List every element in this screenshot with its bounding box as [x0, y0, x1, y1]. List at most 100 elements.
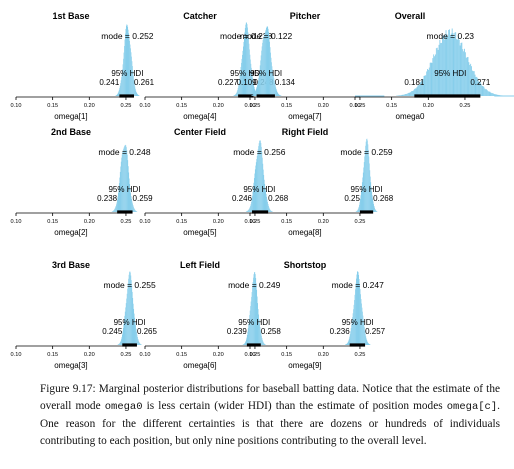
histogram-bar: [490, 92, 492, 96]
histogram-bar: [133, 206, 134, 212]
histogram-bar: [252, 191, 254, 212]
histogram-bar: [134, 321, 136, 345]
histogram-bar: [348, 340, 350, 345]
histogram-bar: [264, 183, 266, 212]
histogram-bar: [115, 95, 117, 96]
histogram-bar: [127, 26, 129, 96]
histogram-bar: [135, 88, 136, 96]
histogram-bar: [270, 57, 272, 96]
panel-title: Center Field: [174, 127, 226, 137]
histogram-bar: [405, 93, 407, 96]
histogram-bar: [235, 94, 236, 96]
histogram-bar: [406, 93, 408, 96]
histogram-bar: [368, 343, 370, 345]
histogram-bar: [464, 52, 466, 96]
histogram-bar: [254, 173, 256, 212]
histogram-bar: [366, 340, 368, 345]
hdi-low-label: 0.181: [404, 78, 425, 87]
hdi-low-label: 0.109: [237, 78, 258, 87]
histogram-bar: [372, 201, 374, 212]
histogram-bar: [258, 314, 259, 345]
histogram-bar: [360, 294, 361, 345]
histogram-bar: [360, 191, 362, 212]
histogram-bar: [423, 75, 425, 96]
histogram-bar: [368, 156, 370, 212]
histogram-bar: [239, 78, 240, 96]
histogram-bar: [448, 29, 450, 96]
histogram-bar: [135, 90, 137, 96]
histogram-bar: [346, 343, 348, 345]
histogram-bar: [261, 337, 263, 345]
histogram-bar: [371, 191, 373, 212]
histogram-bar: [250, 306, 251, 345]
histogram-bar: [233, 95, 235, 96]
histogram-bar: [366, 138, 368, 212]
histogram-bar: [353, 309, 354, 345]
histogram-bar: [268, 207, 270, 212]
histogram-bar: [346, 344, 347, 345]
histogram-bar: [243, 37, 245, 96]
histogram-bar: [117, 92, 119, 96]
histogram-bar: [271, 66, 273, 96]
histogram-bar: [408, 92, 410, 96]
histogram-bar: [273, 78, 275, 96]
histogram-bar: [398, 95, 399, 96]
histogram-bar: [253, 187, 254, 212]
histogram-bar: [131, 285, 133, 345]
histogram-bar: [368, 149, 369, 212]
histogram-bar: [133, 308, 135, 345]
histogram-bar: [347, 342, 349, 345]
histogram-bar: [245, 339, 247, 345]
histogram-bar: [366, 341, 368, 345]
histogram-bar: [131, 199, 132, 212]
histogram-bar: [257, 83, 259, 96]
histogram-bar: [248, 209, 250, 212]
histogram-bar: [462, 49, 464, 96]
histogram-bar: [136, 93, 138, 96]
histogram-bar: [258, 146, 259, 212]
histogram-bar: [253, 93, 255, 96]
histogram-bar: [357, 209, 359, 212]
histogram-bar: [119, 177, 121, 212]
histogram-bar: [241, 62, 242, 96]
histogram-bar: [264, 343, 265, 345]
histogram-bar: [136, 93, 138, 96]
mode-label: mode = 0.248: [98, 147, 150, 157]
histogram-bar: [267, 204, 269, 212]
histogram-bar: [373, 205, 375, 212]
histogram-bar: [113, 209, 115, 212]
histogram-bar: [496, 94, 498, 96]
histogram-bar: [253, 277, 254, 345]
histogram-bar: [124, 311, 126, 345]
panel-title: 3rd Base: [52, 260, 90, 270]
histogram-bar: [124, 146, 125, 212]
hdi-low-label: 0.227: [218, 78, 239, 87]
histogram-bar: [262, 163, 264, 212]
histogram-bar: [248, 209, 249, 212]
histogram-bar: [458, 39, 460, 96]
x-tick-label: 0.10: [245, 103, 256, 109]
histogram-bar: [268, 205, 269, 212]
x-tick-label: 0.20: [213, 352, 224, 358]
x-tick-label: 0.20: [84, 352, 95, 358]
histogram-bar: [355, 289, 356, 345]
histogram-bar: [359, 289, 361, 345]
histogram-bar: [265, 194, 267, 212]
histogram-bar: [407, 93, 409, 96]
histogram-bar: [278, 94, 280, 96]
histogram-bar: [135, 210, 136, 212]
histogram-bar: [128, 274, 130, 345]
histogram-bar: [250, 59, 251, 96]
histogram-bar: [493, 93, 494, 96]
histogram-bar: [127, 29, 129, 96]
histogram-bar: [137, 94, 139, 96]
histogram-bar: [257, 149, 259, 212]
histogram-bar: [261, 46, 263, 96]
histogram-bar: [356, 274, 358, 345]
histogram-bar: [265, 29, 267, 96]
x-tick-label: 0.20: [318, 219, 329, 225]
histogram-bar: [410, 91, 412, 96]
histogram-bar: [122, 328, 124, 345]
histogram-bar: [242, 54, 243, 96]
histogram-bar: [248, 323, 249, 345]
